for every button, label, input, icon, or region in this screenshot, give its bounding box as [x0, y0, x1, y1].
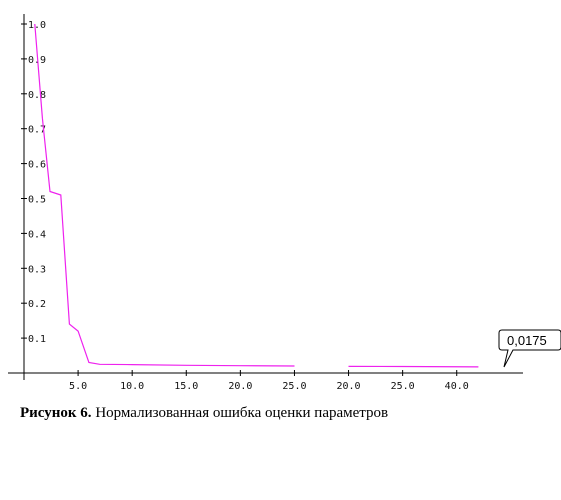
y-tick-label: 0.4 [28, 229, 46, 240]
x-tick-label: 40.0 [445, 381, 469, 392]
y-tick-label: 0.8 [28, 90, 46, 101]
x-tick-label: 25.0 [391, 381, 415, 392]
x-tick-label: 20.0 [336, 381, 360, 392]
y-tick-label: 0.3 [28, 264, 46, 275]
y-axis-ticks: 0.1 0.2 0.3 0.4 0.5 0.6 0.7 0.8 0.9 1.0 [21, 20, 46, 345]
caption-text: Нормализованная ошибка оценки параметров [91, 405, 389, 421]
y-tick-label: 0.7 [28, 125, 46, 136]
callout-label: 0,0175 [507, 333, 547, 348]
x-axis-ticks: 5.0 10.0 15.0 20.0 25.0 20.0 25.0 40.0 [69, 370, 469, 392]
x-tick-label: 5.0 [69, 381, 87, 392]
series-line [34, 23, 479, 368]
y-tick-label: 0.1 [28, 334, 46, 345]
chart-series [34, 23, 479, 368]
x-tick-label: 10.0 [120, 381, 144, 392]
figure-caption: Рисунок 6. Нормализованная ошибка оценки… [20, 405, 388, 422]
y-tick-label: 1.0 [28, 20, 46, 31]
chart-plot: 0.1 0.2 0.3 0.4 0.5 0.6 0.7 0.8 0.9 1.0 5.0 10.0 15… [8, 14, 561, 392]
chart-axes [8, 14, 523, 380]
value-callout: 0,0175 [498, 329, 561, 368]
y-tick-label: 0.2 [28, 299, 46, 310]
caption-label: Рисунок 6. [20, 405, 92, 421]
x-tick-label: 25.0 [282, 381, 306, 392]
y-tick-label: 0.6 [28, 160, 46, 171]
y-tick-label: 0.9 [28, 55, 46, 66]
y-tick-label: 0.5 [28, 195, 46, 206]
x-tick-label: 20.0 [228, 381, 252, 392]
x-tick-label: 15.0 [174, 381, 198, 392]
